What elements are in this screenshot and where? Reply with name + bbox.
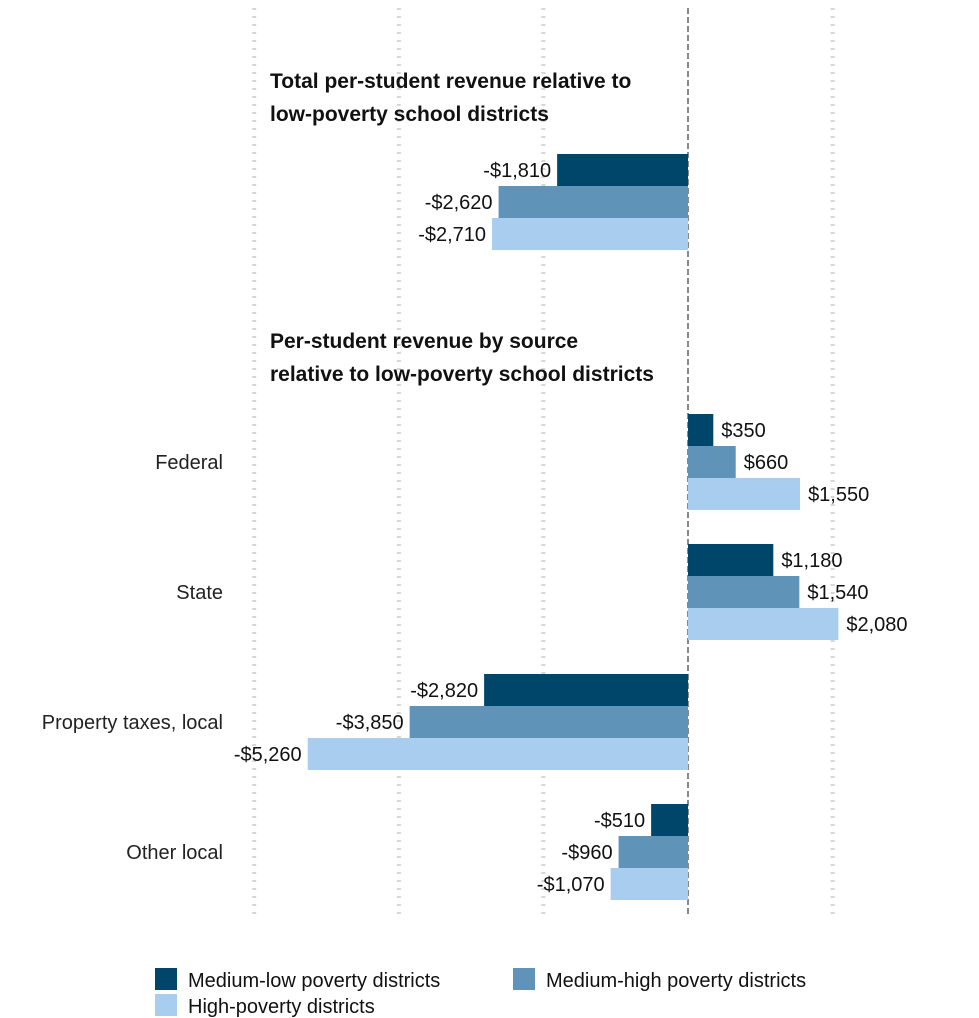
- bar: [688, 446, 736, 478]
- legend-label: Medium-low poverty districts: [188, 970, 440, 992]
- bar: [688, 414, 714, 446]
- legend-label: Medium-high poverty districts: [546, 970, 806, 992]
- bar: [688, 576, 800, 608]
- section-title-line: Per-student revenue by source: [270, 330, 578, 353]
- bar: [498, 186, 688, 218]
- value-label: $2,080: [846, 614, 907, 636]
- bar: [307, 738, 688, 770]
- legend-swatch: [513, 968, 535, 990]
- value-label: $1,180: [781, 550, 842, 572]
- category-label: Federal: [155, 452, 223, 474]
- section-title-line: Total per-student revenue relative to: [270, 70, 631, 93]
- value-label: -$2,820: [410, 680, 478, 702]
- value-label: -$3,850: [336, 712, 404, 734]
- legend-label: High-poverty districts: [188, 996, 375, 1018]
- section-title-line: low-poverty school districts: [270, 103, 549, 126]
- bar: [492, 218, 688, 250]
- bar: [618, 836, 688, 868]
- value-label: $660: [744, 452, 789, 474]
- value-label: $1,540: [807, 582, 868, 604]
- bar: [688, 544, 774, 576]
- value-label: -$5,260: [234, 744, 302, 766]
- bar: [610, 868, 688, 900]
- value-label: -$510: [594, 810, 645, 832]
- labels: Total per-student revenue relative to low…: [42, 70, 908, 896]
- value-label: $1,550: [808, 484, 869, 506]
- section-title-line: relative to low-poverty school districts: [270, 363, 654, 386]
- category-label: Other local: [126, 842, 223, 864]
- legend-swatch: [155, 994, 177, 1016]
- bar: [484, 674, 688, 706]
- bar: [409, 706, 688, 738]
- value-label: -$2,710: [418, 224, 486, 246]
- bar: [557, 154, 688, 186]
- value-label: -$960: [561, 842, 612, 864]
- category-label: State: [176, 582, 223, 604]
- bar: [651, 804, 688, 836]
- value-label: $350: [721, 420, 766, 442]
- legend-swatch: [155, 968, 177, 990]
- bar: [688, 608, 839, 640]
- category-label: Property taxes, local: [42, 712, 223, 734]
- value-label: -$1,810: [483, 160, 551, 182]
- bars: [307, 154, 839, 900]
- legend: Medium-low poverty districts Medium-high …: [155, 968, 806, 1018]
- value-label: -$2,620: [425, 192, 493, 214]
- value-label: -$1,070: [537, 874, 605, 896]
- bar: [688, 478, 801, 510]
